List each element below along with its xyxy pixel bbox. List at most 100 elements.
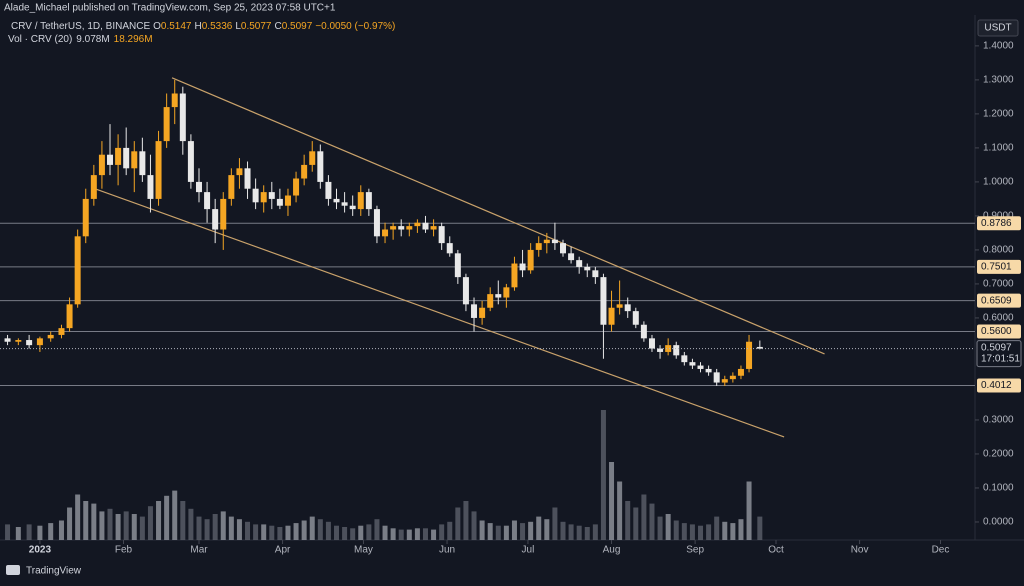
x-tick-label: May <box>354 545 373 556</box>
candle-body <box>58 328 65 335</box>
publisher: Alade_Michael published on TradingView.c… <box>4 3 336 14</box>
level-tag <box>977 293 1021 308</box>
candle-body <box>648 338 655 349</box>
candle-body <box>406 226 413 230</box>
volume-bar <box>422 528 428 540</box>
y-tick-label: 0.0000 <box>983 517 1014 528</box>
x-tick-label: Apr <box>275 545 291 556</box>
volume-bar <box>37 525 43 540</box>
candle-body <box>519 263 526 271</box>
level-tag <box>977 324 1021 339</box>
volume-bar <box>123 511 129 540</box>
volume-bar <box>48 523 54 540</box>
volume-bar <box>301 520 307 540</box>
volume-value: 9.078M <box>76 34 109 45</box>
candle-body <box>600 277 607 325</box>
y-tick-label: 0.8000 <box>983 245 1014 256</box>
candle-body <box>349 205 356 210</box>
candle-body <box>47 334 54 339</box>
volume-bar <box>26 524 32 540</box>
volume-legend: Vol · CRV (20) 9.078M 18.296M <box>8 34 153 45</box>
x-tick-label: Mar <box>190 545 208 556</box>
candle-body <box>195 181 202 193</box>
candle-body <box>163 107 170 142</box>
candle-body <box>438 226 445 244</box>
candle-body <box>123 147 130 169</box>
volume-bar <box>406 529 412 540</box>
volume-bar <box>91 503 97 540</box>
volume-bar <box>398 529 404 540</box>
y-tick-label: 0.1000 <box>983 483 1014 494</box>
candle-body <box>187 141 194 182</box>
candle-body <box>98 154 105 176</box>
candle-body <box>592 270 599 278</box>
volume-bar <box>293 523 299 540</box>
candle-body <box>576 260 583 267</box>
candle-body <box>462 277 469 305</box>
ohlc-key: L <box>235 21 241 32</box>
y-tick-label: 0.3000 <box>983 415 1014 426</box>
y-tick-label: 0.7000 <box>983 279 1014 290</box>
candle-body <box>746 341 753 369</box>
volume-bar <box>520 523 526 540</box>
candle-body <box>454 253 461 278</box>
currency: USDT <box>984 23 1011 34</box>
candle-body <box>471 304 478 318</box>
candle-body <box>616 304 623 308</box>
candle-body <box>325 181 332 199</box>
candle-body <box>82 198 89 237</box>
candle-body <box>228 175 235 199</box>
volume-bar <box>374 519 380 540</box>
volume-bar <box>487 523 493 540</box>
candle-body <box>446 243 453 254</box>
volume-bar <box>261 524 267 540</box>
candle-body <box>179 93 186 142</box>
candle-body <box>204 192 211 210</box>
candle-body <box>15 340 22 342</box>
volume-bar <box>228 516 234 540</box>
volume-bar <box>439 524 445 540</box>
volume-bar <box>15 527 21 540</box>
volume-bar <box>67 507 73 540</box>
volume-bar <box>431 529 437 540</box>
x-tick-label: Jul <box>522 545 535 556</box>
volume-bar <box>689 524 695 540</box>
volume-bar <box>673 520 679 540</box>
candle-body <box>624 304 631 312</box>
volume-bar <box>245 521 251 540</box>
candle-body <box>90 175 97 199</box>
symbol: CRV / TetherUS, 1D, BINANCE <box>11 21 150 32</box>
brand: TradingView <box>26 566 82 577</box>
volume-label: Vol · CRV (20) <box>8 34 72 45</box>
volume-bar <box>657 516 663 540</box>
currency-button[interactable] <box>977 19 1019 37</box>
volume-bar <box>746 481 752 540</box>
volume-bar <box>99 511 105 540</box>
y-tick-label: 0.6000 <box>983 313 1014 324</box>
volume-bar <box>568 524 574 540</box>
volume-bar <box>390 528 396 540</box>
y-tick-label: 1.2000 <box>983 109 1014 120</box>
volume-bar <box>649 503 655 540</box>
last-price-label: 0.5097 <box>981 342 1012 353</box>
candle-body <box>293 178 300 196</box>
candle-body <box>276 198 283 206</box>
candle-body <box>527 249 534 271</box>
candle-body <box>713 372 720 383</box>
volume-bar <box>528 521 534 540</box>
ohlc-value: 0.5077 <box>241 21 272 32</box>
volume-bar <box>681 523 687 540</box>
level-tag <box>977 216 1021 231</box>
y-tick-label: 0.2000 <box>983 449 1014 460</box>
candle-body <box>721 379 728 383</box>
volume-bar <box>536 516 542 540</box>
y-tick-label: 1.4000 <box>983 41 1014 52</box>
x-tick-label: Nov <box>851 545 869 556</box>
candle-body <box>414 222 421 227</box>
volume-bar <box>617 481 623 540</box>
volume-bar <box>220 511 226 540</box>
candle-body <box>673 345 680 356</box>
x-tick-label: Dec <box>932 545 950 556</box>
candle-body <box>608 307 615 325</box>
